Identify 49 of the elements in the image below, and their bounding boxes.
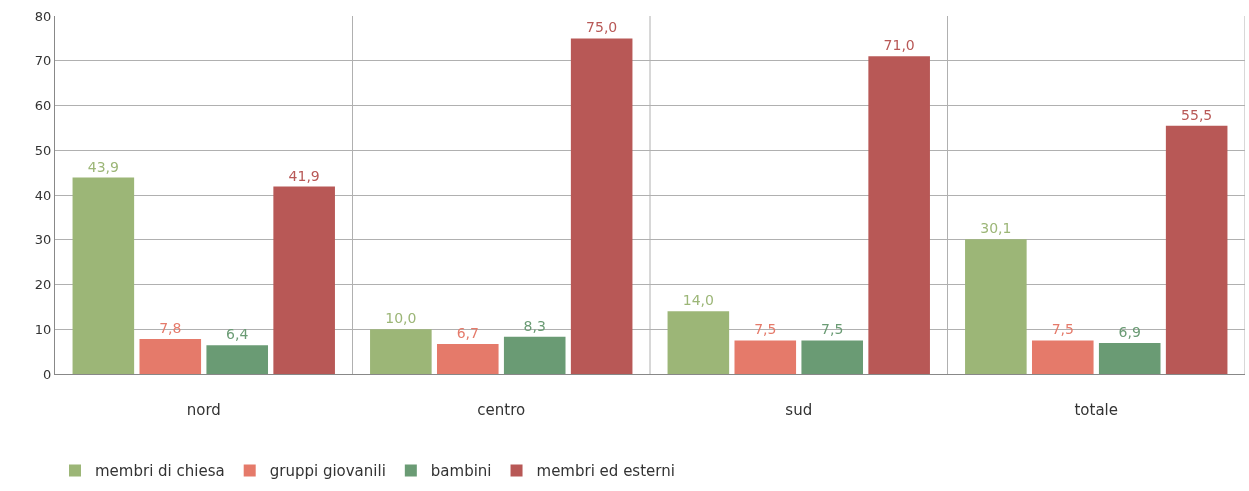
legend-label: membri ed esterni [536, 462, 675, 481]
y-tick-label: 70 [34, 53, 52, 69]
data-label: 75,0 [586, 19, 618, 36]
bar [667, 311, 730, 374]
x-tick-label: centro [477, 401, 526, 419]
bar [1165, 125, 1228, 374]
data-label: 43,9 [87, 158, 119, 175]
legend-label: gruppi giovanili [269, 462, 386, 481]
data-label: 8,3 [523, 317, 546, 334]
y-tick-label: 50 [34, 142, 52, 158]
data-label: 7,5 [754, 321, 777, 338]
legend-label: membri di chiesa [95, 462, 225, 481]
data-label: 55,5 [1181, 106, 1213, 123]
data-label: 14,0 [682, 292, 714, 309]
data-label: 6,4 [226, 326, 249, 343]
bar [206, 345, 269, 374]
y-tick-label: 40 [34, 187, 52, 203]
y-tick-label: 30 [34, 232, 52, 248]
bar [1098, 343, 1161, 374]
data-label: 10,0 [385, 310, 417, 327]
bar [436, 344, 499, 374]
bar [72, 177, 135, 374]
data-label: 30,1 [980, 220, 1012, 237]
y-tick-label: 10 [34, 321, 52, 337]
data-label: 7,5 [1051, 321, 1074, 338]
bar [801, 340, 864, 374]
x-tick-label: totale [1074, 401, 1119, 419]
y-tick-label: 60 [34, 98, 52, 114]
bar [1031, 340, 1094, 374]
y-tick-label: 0 [43, 366, 52, 382]
data-label: 6,9 [1118, 324, 1141, 341]
data-label: 41,9 [288, 167, 320, 184]
bar [503, 336, 566, 374]
bar [570, 38, 633, 374]
x-tick-label: nord [186, 401, 221, 419]
bar [734, 340, 797, 374]
legend-label: bambini [430, 462, 492, 481]
bar [370, 329, 432, 374]
data-label: 7,5 [821, 321, 844, 338]
bar [273, 186, 335, 374]
data-label: 6,7 [456, 325, 479, 342]
x-tick-label: sud [785, 401, 813, 419]
bar [965, 239, 1027, 374]
y-tick-label: 20 [34, 277, 52, 293]
bar [868, 56, 930, 374]
bar [139, 339, 202, 374]
data-label: 7,8 [159, 320, 182, 337]
y-tick-label: 80 [34, 8, 52, 24]
data-label: 71,0 [883, 37, 915, 54]
